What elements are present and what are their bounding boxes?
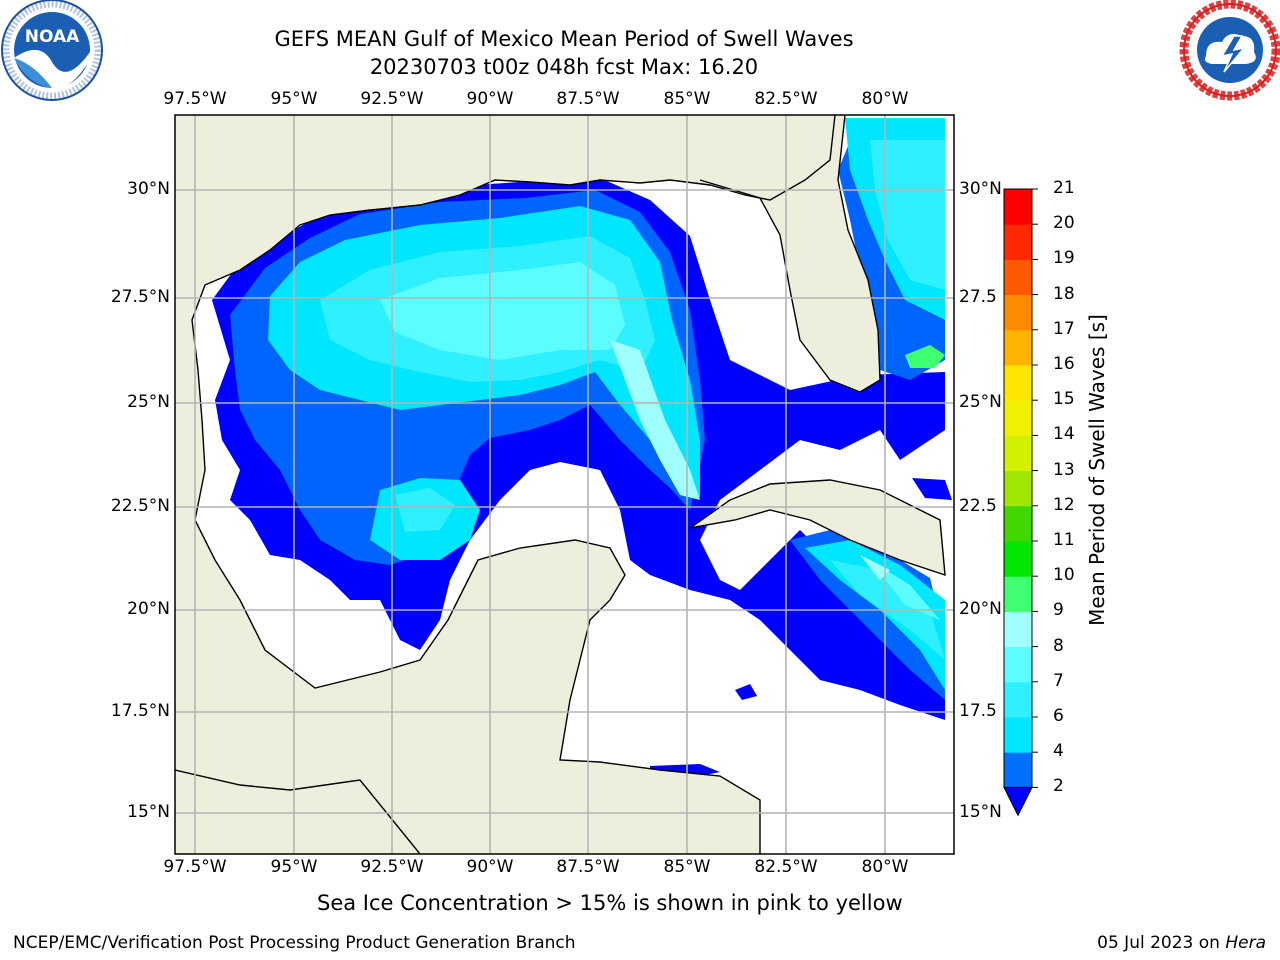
colorbar-segment bbox=[1004, 505, 1032, 542]
colorbar-segment bbox=[1004, 189, 1032, 225]
field-region-10s bbox=[905, 345, 945, 368]
field-region-7s bbox=[395, 488, 455, 532]
footer-host: Hera bbox=[1225, 933, 1266, 953]
land-yucatan bbox=[260, 540, 625, 854]
colorbar-tick-label: 15 bbox=[1053, 389, 1075, 410]
colorbar-tick-label: 20 bbox=[1053, 213, 1075, 234]
colorbar-segment bbox=[1004, 752, 1032, 788]
colorbar-segment bbox=[1004, 294, 1032, 331]
longitude-label-bottom: 90°W bbox=[466, 857, 514, 877]
colorbar-tick-label: 9 bbox=[1053, 600, 1064, 621]
latitude-label-right: 30°N bbox=[959, 179, 1002, 199]
colorbar-tick-label: 7 bbox=[1053, 670, 1064, 691]
field-region-7s bbox=[870, 140, 945, 290]
field-region-8s bbox=[870, 560, 940, 620]
colorbar-segment bbox=[1004, 224, 1032, 260]
colorbar-tick-label: 6 bbox=[1053, 706, 1064, 726]
colorbar-tick-label: 12 bbox=[1053, 494, 1075, 515]
longitude-label-top: 87.5°W bbox=[556, 89, 620, 109]
colorbar-segment bbox=[1004, 646, 1032, 683]
colorbar-segment bbox=[1004, 541, 1032, 577]
longitude-label-bottom: 85°W bbox=[663, 857, 711, 877]
colorbar-tick-label: 19 bbox=[1053, 248, 1075, 269]
colorbar-segment bbox=[1004, 576, 1032, 612]
colorbar-segment bbox=[1004, 329, 1032, 366]
latitude-label-right: 22.5 bbox=[959, 496, 997, 516]
colorbar-tick-label: 13 bbox=[1053, 459, 1075, 480]
footer-credit: NCEP/EMC/Verification Post Processing Pr… bbox=[13, 933, 576, 953]
footer-date-text: 05 Jul 2023 on bbox=[1097, 933, 1226, 953]
colorbar-tick-label: 18 bbox=[1053, 283, 1075, 304]
land-florida bbox=[700, 115, 880, 392]
field-region-2s bbox=[912, 478, 952, 500]
colorbar-tick-label: 21 bbox=[1053, 178, 1075, 198]
swell-period-field bbox=[175, 118, 952, 854]
latitude-label-right: 27.5 bbox=[959, 287, 997, 307]
map-canvas bbox=[175, 115, 954, 854]
colorbar-tick-label: 10 bbox=[1053, 565, 1075, 586]
longitude-label-bottom: 82.5°W bbox=[754, 857, 818, 877]
footer-date: 05 Jul 2023 on Hera bbox=[1097, 933, 1266, 953]
longitude-label-bottom: 97.5°W bbox=[163, 857, 227, 877]
colorbar-tick-label: 17 bbox=[1053, 318, 1075, 339]
land bbox=[175, 115, 945, 854]
latitude-label-left: 25°N bbox=[127, 392, 170, 412]
longitude-label-bottom: 92.5°W bbox=[360, 857, 424, 877]
chart-title: GEFS MEAN Gulf of Mexico Mean Period of … bbox=[274, 27, 854, 51]
longitude-label-bottom: 95°W bbox=[270, 857, 318, 877]
colorbar-tick-label: 2 bbox=[1053, 776, 1064, 797]
longitude-label-top: 85°W bbox=[663, 89, 711, 109]
latitude-label-right: 20°N bbox=[959, 599, 1002, 619]
colorbar-segment bbox=[1004, 611, 1032, 648]
colorbar-frame bbox=[1003, 188, 1033, 788]
longitude-label-top: 97.5°W bbox=[163, 89, 227, 109]
colorbar-label: Mean Period of Swell Waves [s] bbox=[1085, 314, 1109, 626]
noaa-logo-text: NOAA bbox=[25, 27, 80, 47]
latitude-label-right: 15°N bbox=[959, 802, 1002, 822]
latitude-label-left: 20°N bbox=[127, 599, 170, 619]
nws-logo bbox=[1179, 0, 1280, 101]
longitude-label-bottom: 87.5°W bbox=[556, 857, 620, 877]
colorbar bbox=[1003, 188, 1038, 817]
colorbar-extend-arrow bbox=[1003, 786, 1033, 817]
longitude-label-top: 92.5°W bbox=[360, 89, 424, 109]
longitude-label-top: 95°W bbox=[270, 89, 318, 109]
latitude-label-left: 30°N bbox=[127, 179, 170, 199]
chart-subtitle: 20230703 t00z 048h fcst Max: 16.20 bbox=[369, 55, 759, 79]
latitude-label-left: 17.5°N bbox=[110, 701, 170, 721]
field-region-2s bbox=[735, 684, 757, 700]
latitude-label-left: 15°N bbox=[127, 802, 170, 822]
colorbar-segment bbox=[1004, 681, 1032, 718]
longitude-label-top: 90°W bbox=[466, 89, 514, 109]
colorbar-tick-label: 11 bbox=[1053, 530, 1075, 550]
colorbar-tick-label: 14 bbox=[1053, 424, 1075, 445]
field-region-8s bbox=[380, 262, 625, 360]
latitude-label-right: 17.5 bbox=[959, 701, 997, 721]
colorbar-segment bbox=[1004, 470, 1032, 507]
colorbar-segment bbox=[1004, 435, 1032, 472]
field-region-9s bbox=[860, 555, 890, 580]
longitude-label-bottom: 80°W bbox=[861, 857, 909, 877]
longitude-label-top: 80°W bbox=[861, 89, 909, 109]
latitude-label-left: 22.5°N bbox=[110, 496, 170, 516]
colorbar-segment bbox=[1004, 365, 1032, 401]
noaa-logo: NOAA bbox=[1, 0, 103, 101]
sea-ice-note: Sea Ice Concentration > 15% is shown in … bbox=[317, 891, 903, 915]
field-region-6s bbox=[805, 540, 945, 690]
colorbar-segment bbox=[1004, 259, 1032, 296]
colorbar-segment bbox=[1004, 717, 1032, 753]
map-frame bbox=[174, 114, 955, 855]
colorbar-segment bbox=[1004, 400, 1032, 436]
graticule bbox=[175, 115, 954, 854]
latitude-label-left: 27.5°N bbox=[110, 287, 170, 307]
colorbar-tick-label: 8 bbox=[1053, 635, 1064, 656]
field-region-9s bbox=[610, 340, 700, 500]
longitude-label-top: 82.5°W bbox=[754, 89, 818, 109]
colorbar-tick-label: 16 bbox=[1053, 354, 1075, 374]
colorbar-tick-label: 4 bbox=[1053, 741, 1064, 762]
land-cuba bbox=[690, 480, 945, 575]
latitude-label-right: 25°N bbox=[959, 392, 1002, 412]
